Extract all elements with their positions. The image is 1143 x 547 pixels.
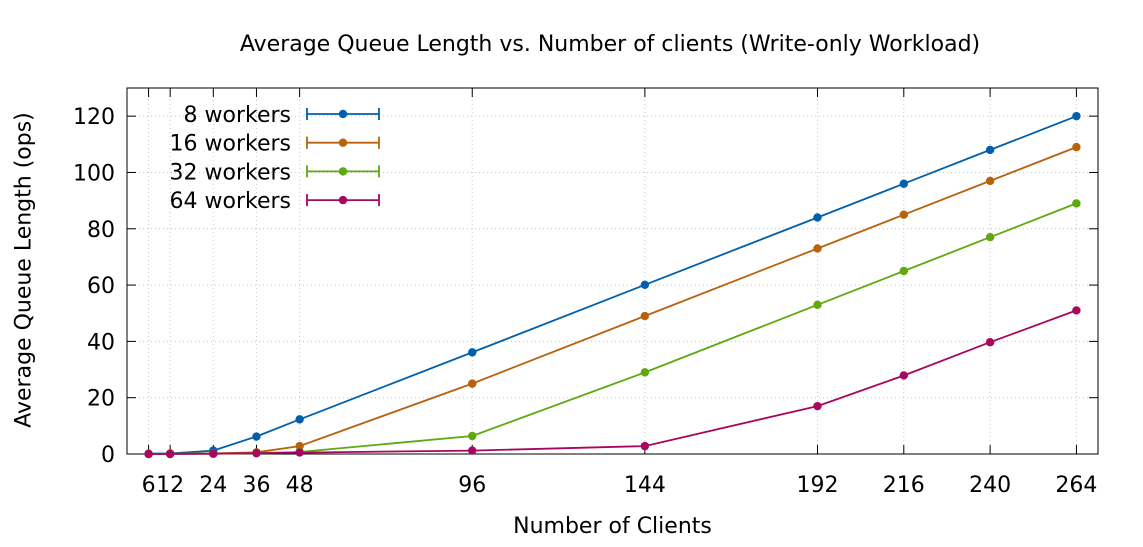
data-point	[640, 368, 650, 377]
data-point	[1072, 142, 1081, 152]
data-point	[144, 449, 153, 459]
data-point	[252, 448, 261, 458]
data-point	[252, 432, 261, 441]
x-tick-label: 144	[624, 473, 666, 498]
data-point	[1072, 111, 1081, 121]
data-point	[468, 446, 477, 455]
legend-marker	[338, 138, 348, 147]
data-point	[985, 176, 995, 186]
data-point	[468, 348, 477, 357]
data-point	[813, 401, 822, 411]
data-point	[468, 431, 477, 441]
x-axis-label: Number of Clients	[513, 514, 712, 539]
y-tick-label: 0	[101, 443, 115, 468]
series-line	[148, 309, 1077, 455]
legend: 8 workers 16 workers 32 workers 64 workers	[170, 103, 380, 214]
data-point	[295, 441, 304, 451]
x-tick-label: 216	[883, 473, 925, 498]
legend-marker	[338, 109, 348, 119]
y-tick-label: 80	[87, 218, 115, 243]
x-tick-label: 96	[458, 473, 486, 498]
data-point	[813, 213, 822, 222]
legend-label: 64 workers	[170, 189, 291, 214]
data-point	[468, 379, 477, 388]
data-point	[295, 448, 304, 457]
x-tick-label: 36	[242, 473, 270, 498]
x-tick-label: 48	[286, 473, 314, 498]
series-4	[144, 306, 1081, 459]
data-point	[640, 280, 650, 289]
data-point	[899, 210, 908, 219]
data-point	[899, 266, 908, 276]
legend-label: 8 workers	[184, 103, 292, 128]
legend-marker	[338, 195, 348, 205]
data-point	[813, 300, 822, 309]
data-point	[295, 415, 304, 424]
legend-marker	[338, 167, 348, 176]
x-tick-label: 240	[969, 473, 1011, 498]
data-point	[985, 233, 995, 242]
chart-title: Average Queue Length vs. Number of clien…	[239, 32, 981, 57]
legend-label: 32 workers	[170, 160, 291, 185]
data-point	[813, 244, 822, 253]
y-tick-label: 120	[73, 105, 115, 130]
x-tick-label: 24	[199, 473, 227, 498]
data-point	[899, 371, 908, 380]
x-tick-label: 264	[1055, 473, 1097, 498]
data-point	[640, 311, 650, 321]
axes: 0 20 40 60 80 100 120 6 12 24 36 48 96 144 192 216 240 26…	[73, 87, 1099, 498]
y-tick-label: 100	[73, 161, 115, 186]
x-tick-label: 12	[156, 473, 184, 498]
data-point	[165, 449, 175, 459]
y-tick-label: 40	[87, 330, 115, 355]
y-tick-label: 60	[87, 274, 115, 299]
plot-border	[126, 87, 1099, 455]
x-tick-label: 6	[142, 473, 156, 498]
x-tick-label: 192	[796, 473, 838, 498]
data-point	[209, 449, 218, 458]
data-point	[1072, 306, 1081, 315]
y-tick-label: 20	[87, 387, 115, 412]
data-point	[985, 338, 995, 347]
legend-label: 16 workers	[170, 132, 291, 157]
data-point	[1072, 199, 1081, 208]
data-point	[899, 179, 908, 188]
data-point	[985, 145, 995, 155]
data-point	[640, 441, 650, 451]
series-layer	[144, 111, 1081, 459]
